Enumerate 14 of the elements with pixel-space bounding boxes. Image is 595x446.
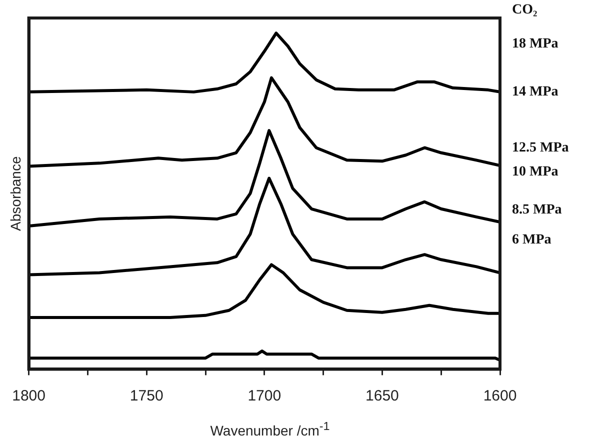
text: 12.5 MPa <box>512 140 569 156</box>
y-axis-title: Absorbance <box>7 156 24 231</box>
x-tick-label: 1650 <box>366 387 399 404</box>
x-axis-title: Wavenumber /cm$^{-1}$ <box>209 420 331 439</box>
x-tick-label: 1700 <box>248 387 282 404</box>
text: CO₂ <box>512 2 538 18</box>
text: 10 MPa <box>512 164 558 180</box>
x-tick-label: 1800 <box>12 387 46 404</box>
text: 18 MPa <box>512 36 558 52</box>
x-tick-label: 1750 <box>130 387 164 404</box>
text: 8.5 MPa <box>512 202 562 218</box>
x-tick-label: 1600 <box>483 387 517 404</box>
text: 6 MPa <box>512 232 552 248</box>
text: 14 MPa <box>512 84 558 100</box>
